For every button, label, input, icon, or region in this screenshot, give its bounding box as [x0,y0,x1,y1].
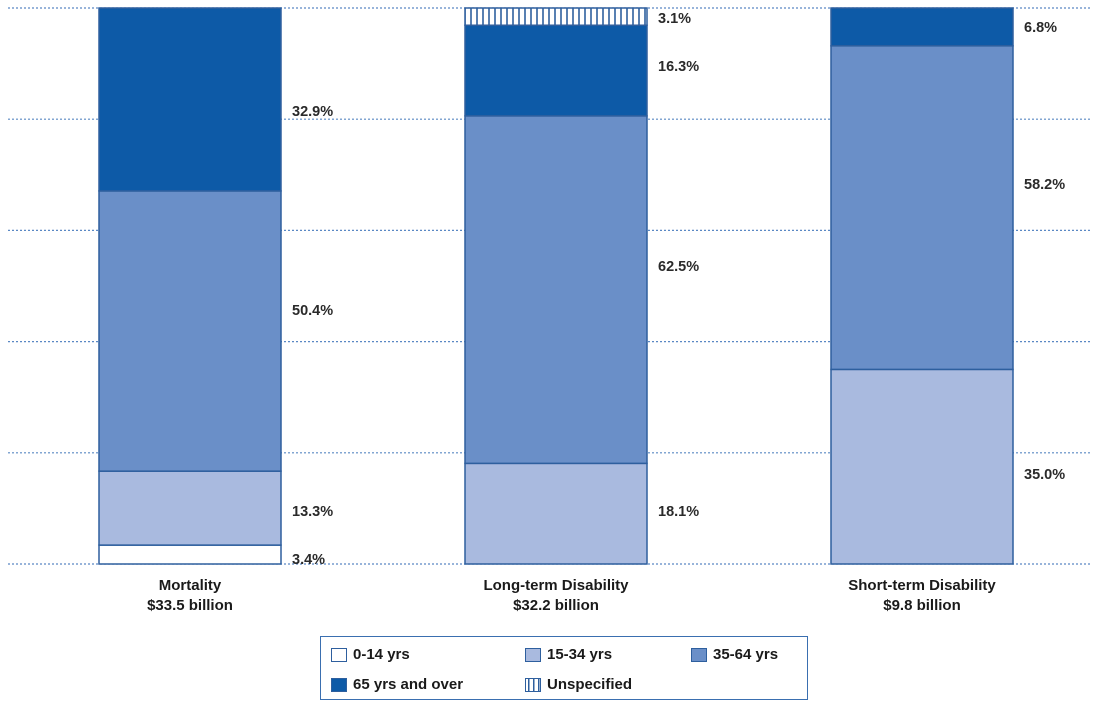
legend-swatch [331,677,347,692]
value-label: 6.8% [1024,20,1057,36]
legend-swatch [525,647,541,662]
bar-segment [830,368,1014,565]
bar-segment [98,470,282,546]
value-label: 3.1% [658,11,691,27]
bar-segment [98,7,282,192]
category-name: Short-term Disability [848,577,996,594]
value-label: 62.5% [658,259,699,275]
category-label-long-term-disability: Long-term Disability $32.2 billion [436,576,676,616]
legend-swatch [525,677,541,692]
legend-item-35-64: 35-64 yrs [691,646,778,663]
bar-segment [464,115,648,465]
bar-segment [830,45,1014,371]
category-name: Long-term Disability [483,577,629,594]
bar-segment [464,7,648,26]
legend-item-15-34: 15-34 yrs [525,646,612,663]
legend-item-unspecified: Unspecified [525,676,632,693]
value-label: 18.1% [658,504,699,520]
value-label: 32.9% [292,104,333,120]
category-total: $9.8 billion [883,597,961,614]
bar-segment [464,24,648,117]
category-name: Mortality [158,577,222,594]
stacked-bar-chart: 3.4% 13.3% 50.4% 32.9% 18.1% 62.5% 16.3% 3.1% 35… [8,7,1090,568]
bar-segment [98,190,282,472]
legend-label: Unspecified [547,676,633,693]
legend-swatch [691,647,707,662]
legend-item-65-over: 65 yrs and over [331,676,463,693]
value-label: 3.4% [292,552,325,568]
bar-segment [830,7,1014,47]
category-total: $33.5 billion [147,597,233,614]
category-label-mortality: Mortality $33.5 billion [70,576,310,616]
category-label-short-term-disability: Short-term Disability $9.8 billion [802,576,1042,616]
value-label: 35.0% [1024,467,1065,483]
legend-label: 65 yrs and over [353,676,464,693]
value-label: 13.3% [292,504,333,520]
value-label: 16.3% [658,59,699,75]
bar-segment [464,462,648,565]
value-labels: 3.4% 13.3% 50.4% 32.9% 18.1% 62.5% 16.3% 3.1% 35… [292,11,1065,568]
bars [98,7,1014,565]
bar-segment [98,544,282,565]
legend-item-0-14: 0-14 yrs [331,646,410,663]
legend-label: 15-34 yrs [547,646,613,663]
value-label: 58.2% [1024,177,1065,193]
legend-label: 35-64 yrs [713,646,779,663]
legend-label: 0-14 yrs [353,646,410,663]
value-label: 50.4% [292,303,333,319]
legend-swatch [331,647,347,662]
legend: 0-14 yrs 15-34 yrs 35-64 yrs 65 yrs and … [320,636,808,700]
category-total: $32.2 billion [513,597,599,614]
